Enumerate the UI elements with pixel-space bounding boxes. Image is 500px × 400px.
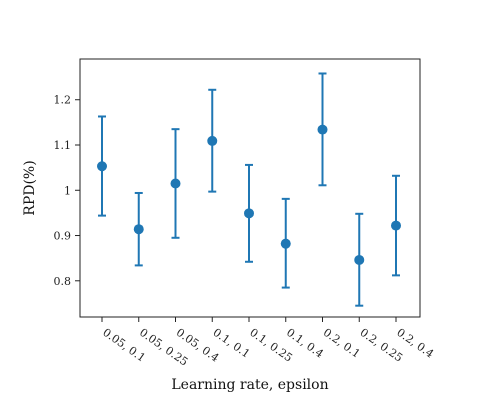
y-axis-label: RPD(%) [22, 160, 38, 215]
plot-marks [97, 72, 401, 307]
x-axis-label: Learning rate, epsilon [171, 377, 328, 393]
data-point [244, 208, 254, 219]
error-bar-point [133, 191, 144, 267]
x-axis-ticks: 0.05, 0.10.05, 0.250.05, 0.40.1, 0.10.1,… [100, 317, 436, 369]
error-bar-point [391, 174, 401, 277]
error-bar-point [170, 128, 181, 239]
error-bar-point [244, 163, 254, 263]
y-tick-label: 1.1 [54, 139, 72, 152]
error-bar-point [317, 72, 328, 187]
error-bar-point [97, 115, 107, 217]
data-point [207, 135, 218, 146]
data-point [97, 161, 107, 172]
error-bar-point [280, 197, 291, 289]
x-tick-label: 0.2, 0.1 [321, 326, 363, 361]
data-point [280, 238, 291, 249]
data-point [354, 254, 365, 265]
data-point [170, 178, 181, 189]
y-tick-label: 0.8 [54, 275, 72, 288]
data-point [391, 220, 401, 231]
error-bar-point [207, 88, 218, 193]
plot-frame [79, 58, 421, 318]
data-point [133, 224, 144, 235]
data-point [317, 124, 328, 135]
error-bar-point [354, 212, 365, 307]
y-tick-label: 1 [64, 184, 71, 197]
y-tick-label: 1.2 [54, 94, 72, 107]
y-axis-ticks: 0.8 0.9 1 1.1 1.2 [54, 94, 80, 288]
y-tick-label: 0.9 [54, 230, 72, 243]
